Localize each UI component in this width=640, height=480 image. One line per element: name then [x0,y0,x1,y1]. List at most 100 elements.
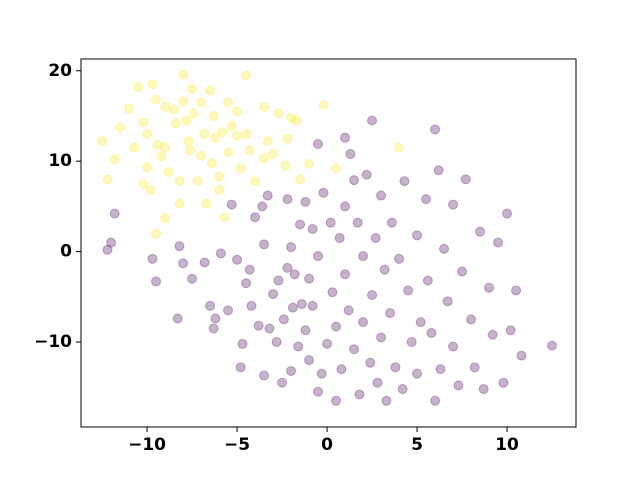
point [313,386,324,397]
point [334,233,345,244]
point [498,377,509,388]
point [244,264,255,275]
point [313,138,324,149]
point [307,300,318,311]
point [259,153,270,164]
plot-frame [80,58,577,428]
point [403,285,414,296]
point [268,148,279,159]
point [237,338,248,349]
point [304,273,315,284]
point [201,198,212,209]
point [244,145,255,156]
point [286,242,297,253]
point [170,118,181,129]
x-tick-label: −10 [128,435,166,455]
point [138,117,149,128]
point [106,237,117,248]
point [394,253,405,264]
point [291,115,302,126]
point [226,199,237,210]
point [475,226,486,237]
point [215,248,226,259]
point [322,338,333,349]
point [511,285,522,296]
point [361,169,372,180]
point [286,112,297,123]
point [192,176,203,187]
point [331,321,342,332]
point [293,341,304,352]
point [516,350,527,361]
point [327,287,338,298]
point [460,174,471,185]
point [187,273,198,284]
x-tick-label: 0 [321,435,333,455]
point [354,389,365,400]
point [259,370,270,381]
point [505,325,516,336]
point [421,194,432,205]
point [340,132,351,143]
point [412,368,423,379]
point [241,278,252,289]
point [174,198,185,209]
point [340,201,351,212]
point [250,176,261,187]
point [152,139,163,150]
point [160,101,171,112]
point [160,142,171,153]
point [484,282,495,293]
y-tick-label: 0 [60,242,72,262]
point [385,308,396,319]
point [439,243,450,254]
y-tick-label: −10 [34,332,72,352]
point [358,251,369,262]
point [151,228,162,239]
point [223,305,234,316]
point [109,154,120,165]
point [493,237,504,248]
point [282,194,293,205]
point [478,384,489,395]
point [210,313,221,324]
point [316,368,327,379]
point [280,160,291,171]
point [300,325,311,336]
point [259,101,270,112]
point [250,212,261,223]
point [97,136,108,147]
point [376,332,387,343]
point [296,299,307,310]
point [223,147,234,158]
point [174,241,185,252]
point [457,266,468,277]
point [435,364,446,375]
point [241,129,252,140]
point [406,337,417,348]
point [138,178,149,189]
point [295,174,306,185]
point [340,269,351,280]
point [232,254,243,265]
point [367,289,378,300]
point [304,158,315,169]
point [115,122,126,133]
point [343,305,354,316]
point [185,145,196,156]
point [214,171,225,182]
point [345,148,356,159]
point [151,94,162,105]
point [286,365,297,376]
point [217,127,228,138]
point [257,201,268,212]
point [156,151,167,162]
point [307,223,318,234]
point [282,133,293,144]
y-tick-label: 10 [48,151,72,171]
point [397,384,408,395]
point [448,199,459,210]
point [151,276,162,287]
point [300,196,311,207]
